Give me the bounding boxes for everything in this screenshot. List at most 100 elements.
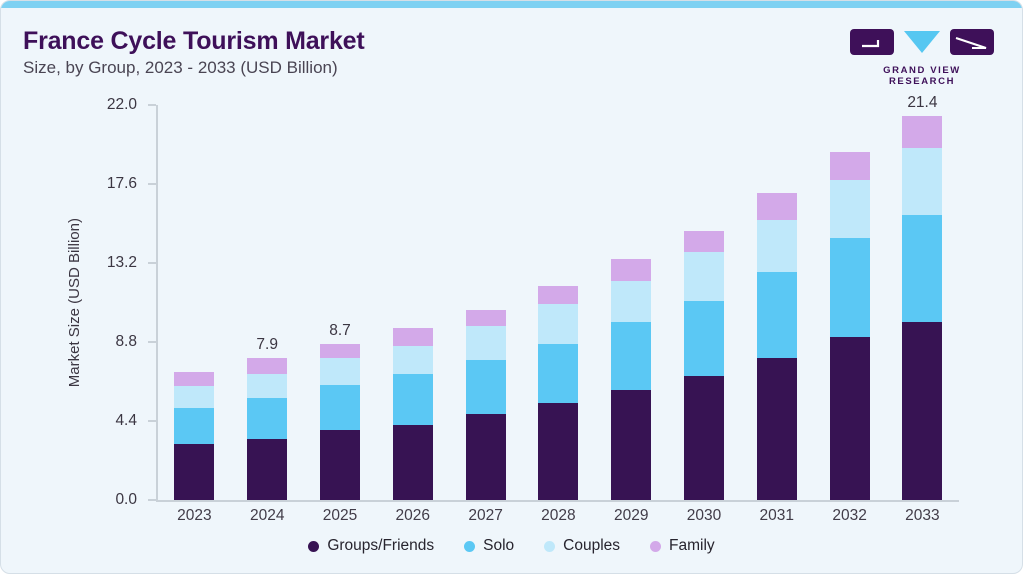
legend-label-solo: Solo (483, 537, 515, 554)
bar-segment-groups-friends (392, 424, 433, 500)
chart-legend: Groups/Friends Solo Couples Family (1, 537, 1022, 555)
bar-segment-solo (247, 397, 288, 439)
legend-item-couples: Couples (544, 537, 620, 555)
legend-label-couples: Couples (563, 537, 621, 554)
x-tick-label-2026: 2026 (395, 507, 431, 524)
bar-total-label-2033: 21.4 (907, 93, 938, 111)
bar-column-2031 (740, 105, 813, 501)
stacked-bar-2031 (756, 192, 797, 501)
bar-segment-solo (756, 271, 797, 359)
card-top-accent-stripe (1, 1, 1022, 8)
bar-segment-family (174, 371, 215, 386)
bar-segment-couples (902, 148, 943, 215)
legend-label-family: Family (669, 537, 715, 554)
legend-dot-groups-friends (308, 540, 320, 552)
bar-column-2023 (158, 105, 231, 500)
bar-segment-couples (392, 345, 433, 375)
gvr-logo-icon (850, 29, 994, 55)
y-tick-label: 4.4 (115, 412, 137, 429)
stacked-bar-2028 (538, 286, 579, 500)
legend-item-solo: Solo (464, 537, 514, 555)
y-axis-title: Market Size (USD Billion) (59, 105, 89, 500)
bar-segment-family (247, 358, 288, 375)
y-tick-mark (148, 420, 156, 422)
stacked-bar-2023 (174, 371, 215, 500)
bar-segment-family (392, 327, 433, 346)
x-tick-label-2029: 2029 (613, 507, 649, 524)
bar-segment-groups-friends (465, 413, 506, 500)
bar-segment-groups-friends (829, 336, 870, 501)
x-tick-label-2032: 2032 (832, 507, 867, 524)
legend-item-groups-friends: Groups/Friends (308, 537, 434, 555)
x-tick-label-2027: 2027 (468, 507, 503, 524)
bar-column-2028 (522, 105, 595, 500)
bar-segment-family (611, 259, 652, 281)
bar-segment-solo (174, 408, 215, 445)
x-axis-labels: 2023 2024 2025 2026 2027 2028 2029 2030 2031 2032… (158, 507, 959, 527)
y-axis-tick-labels: 0.0 4.4 8.8 13.2 17.6 22.0 (97, 96, 147, 508)
bar-segment-couples (611, 280, 652, 323)
bar-segment-solo (611, 322, 652, 391)
bar-segment-family (683, 230, 724, 253)
bar-segment-couples (829, 180, 870, 238)
bar-segment-solo (392, 374, 433, 425)
stacked-bar-2025 (319, 343, 360, 500)
x-tick-label-2023: 2023 (177, 507, 212, 524)
plot-area: 7.9 8.7 21.4 (148, 94, 959, 502)
bar-segment-family (829, 151, 870, 181)
bar-segment-couples (247, 374, 288, 398)
bar-segment-family (465, 309, 506, 326)
y-tick-mark (148, 262, 156, 264)
bar-segment-groups-friends (902, 322, 943, 500)
legend-label-groups-friends: Groups/Friends (327, 537, 435, 554)
bar-segment-groups-friends (538, 403, 579, 500)
bar-segment-groups-friends (247, 438, 288, 501)
bar-segment-solo (829, 237, 870, 337)
stacked-bar-2030 (683, 230, 724, 500)
bar-segment-solo (683, 300, 724, 377)
bar-segment-groups-friends (683, 376, 724, 500)
bar-column-2027 (449, 105, 522, 500)
bar-segment-groups-friends (611, 390, 652, 500)
x-tick-label-2033: 2033 (905, 507, 940, 524)
bar-segment-couples (683, 252, 724, 301)
stacked-bar-2026 (392, 327, 433, 500)
bar-segment-groups-friends (756, 358, 797, 501)
stacked-bar-2024 (247, 358, 288, 501)
stacked-bar-2027 (465, 309, 506, 500)
x-tick-label-2028: 2028 (541, 507, 576, 524)
legend-dot-solo (464, 540, 476, 552)
y-tick-label: 13.2 (106, 254, 137, 271)
y-axis-title-text: Market Size (USD Billion) (65, 217, 83, 388)
bar-column-2025: 8.7 (304, 105, 377, 500)
bar-column-2033: 21.4 (886, 94, 959, 500)
bar-segment-groups-friends (319, 429, 360, 500)
grand-view-research-logo: GRAND VIEW RESEARCH (848, 28, 996, 87)
bar-segment-family (319, 343, 360, 359)
bar-segment-couples (465, 325, 506, 360)
x-tick-label-2031: 2031 (759, 507, 795, 524)
bar-segment-couples (174, 385, 215, 409)
bar-segment-couples (538, 304, 579, 344)
y-tick-mark (148, 104, 156, 106)
page-subtitle: Size, by Group, 2023 - 2033 (USD Billion… (23, 58, 338, 77)
bar-column-2032 (813, 105, 886, 501)
y-tick-mark (148, 499, 156, 501)
page-title: France Cycle Tourism Market (23, 27, 365, 55)
y-tick-label: 0.0 (115, 491, 137, 508)
stacked-bar-2033 (902, 115, 943, 500)
y-tick-label: 17.6 (106, 175, 137, 192)
y-tick-label: 8.8 (115, 333, 137, 350)
y-tick-mark (148, 341, 156, 343)
legend-dot-couples (544, 540, 556, 552)
logo-wordmark: GRAND VIEW RESEARCH (883, 65, 961, 87)
x-tick-label-2030: 2030 (686, 507, 722, 524)
bar-segment-couples (756, 219, 797, 272)
y-tick-label: 22.0 (106, 96, 137, 113)
bar-column-2026 (376, 105, 449, 500)
bar-column-2030 (668, 105, 741, 500)
stacked-bar-2029 (611, 259, 652, 500)
legend-dot-family (650, 540, 662, 552)
bar-segment-solo (902, 214, 943, 323)
